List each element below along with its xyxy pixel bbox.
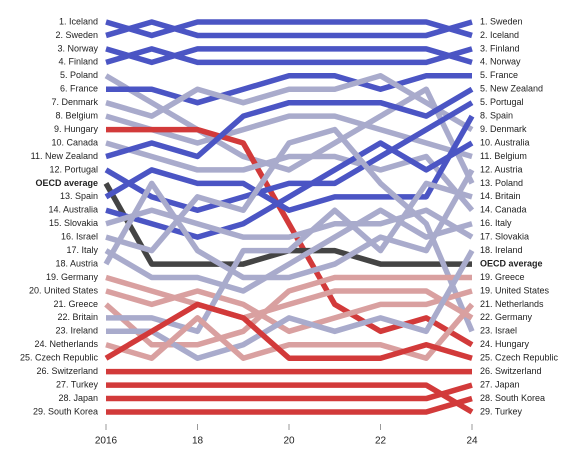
start-label: 3. Norway: [57, 43, 98, 53]
rank-line: [106, 180, 473, 335]
end-label: 14. Britain: [480, 191, 521, 201]
start-label: 17. Italy: [66, 245, 98, 255]
rank-line: [104, 73, 475, 185]
end-label: 3. Finland: [480, 43, 520, 53]
start-label: 14. Australia: [48, 205, 98, 215]
start-label: 4. Finland: [58, 57, 98, 67]
end-label: 26. Switzerland: [480, 366, 542, 376]
start-label: 28. Japan: [58, 393, 98, 403]
start-label: 22. Britain: [57, 312, 98, 322]
x-tick-label: 24: [466, 436, 478, 447]
start-label: 8. Belgium: [55, 111, 98, 121]
start-label: 19. Germany: [46, 272, 99, 282]
rank-line: [106, 126, 474, 348]
end-label: 23. Israel: [480, 326, 517, 336]
start-label: 13. Spain: [60, 191, 98, 201]
start-label: 6. France: [60, 84, 98, 94]
start-label: 24. Netherlands: [34, 339, 98, 349]
end-label: 10. Australia: [480, 137, 530, 147]
end-label: 24. Hungary: [480, 339, 530, 349]
rank-line: [106, 73, 472, 106]
start-label: 21. Greece: [53, 299, 98, 309]
rank-line: [103, 168, 475, 281]
end-label: 25. Czech Republic: [480, 353, 559, 363]
end-label: 14. Canada: [480, 205, 527, 215]
end-label: 17. Slovakia: [480, 232, 529, 242]
end-label: 18. Ireland: [480, 245, 523, 255]
rank-line: [106, 382, 473, 402]
start-label: 26. Switzerland: [36, 366, 98, 376]
start-label: 29. South Korea: [33, 406, 98, 416]
start-label: 2. Sweden: [55, 30, 98, 40]
end-label: 11. Belgium: [480, 151, 527, 161]
end-label: 27. Japan: [480, 379, 520, 389]
end-label: 12. Austria: [480, 164, 523, 174]
start-label: 9. Hungary: [54, 124, 99, 134]
start-label: 27. Turkey: [56, 379, 99, 389]
start-label: 7. Denmark: [51, 97, 98, 107]
start-label: 12. Portugal: [49, 164, 98, 174]
end-label: 4. Norway: [480, 57, 521, 67]
rank-line: [105, 302, 475, 361]
rank-line: [105, 207, 474, 240]
start-label: 1. Iceland: [59, 16, 98, 26]
end-label: 9. Denmark: [480, 124, 527, 134]
end-label: 5. France: [480, 70, 518, 80]
end-label: 2. Iceland: [480, 30, 519, 40]
x-tick-label: 20: [283, 436, 295, 447]
end-label: 8. Spain: [480, 111, 513, 121]
rank-line: [105, 140, 474, 240]
rank-line: [105, 288, 473, 335]
rank-line: [105, 19, 473, 39]
x-tick-label: 2016: [95, 436, 118, 447]
end-label: 21. Netherlands: [480, 299, 544, 309]
x-tick-label: 22: [375, 436, 387, 447]
start-label: OECD average: [35, 178, 98, 188]
start-label: 15. Slovakia: [49, 218, 98, 228]
end-label: 19. Greece: [480, 272, 525, 282]
end-label: 13. Poland: [480, 178, 523, 188]
end-label: 19. United States: [480, 285, 550, 295]
end-label: 16. Italy: [480, 218, 512, 228]
end-label: 5. New Zealand: [480, 84, 543, 94]
rank-line: [106, 249, 475, 361]
end-label: 5. Portugal: [480, 97, 524, 107]
start-label: 11. New Zealand: [31, 151, 98, 161]
rank-line: [105, 46, 473, 66]
end-label: OECD average: [480, 258, 543, 268]
end-label: 1. Sweden: [480, 16, 523, 26]
rank-line: [104, 207, 473, 294]
start-label: 5. Poland: [60, 70, 98, 80]
end-label: 28. South Korea: [480, 393, 545, 403]
rank-line: [105, 19, 473, 39]
start-label: 23. Ireland: [55, 326, 98, 336]
rank-line: [105, 274, 474, 321]
start-label: 25. Czech Republic: [20, 353, 99, 363]
rank-line: [106, 395, 473, 415]
end-label: 29. Turkey: [480, 406, 523, 416]
start-label: 16. Israel: [61, 232, 98, 242]
rank-line: [104, 114, 475, 214]
rank-line: [104, 301, 473, 361]
start-label: 20. United States: [29, 285, 99, 295]
rank-line: [106, 382, 474, 415]
rank-line: [105, 86, 474, 160]
rank-line: [105, 46, 473, 66]
start-label: 18. Austria: [55, 258, 98, 268]
start-label: 10. Canada: [51, 137, 98, 147]
end-label: 22. Germany: [480, 312, 533, 322]
x-tick-label: 18: [192, 436, 204, 447]
rank-line: [105, 73, 474, 132]
